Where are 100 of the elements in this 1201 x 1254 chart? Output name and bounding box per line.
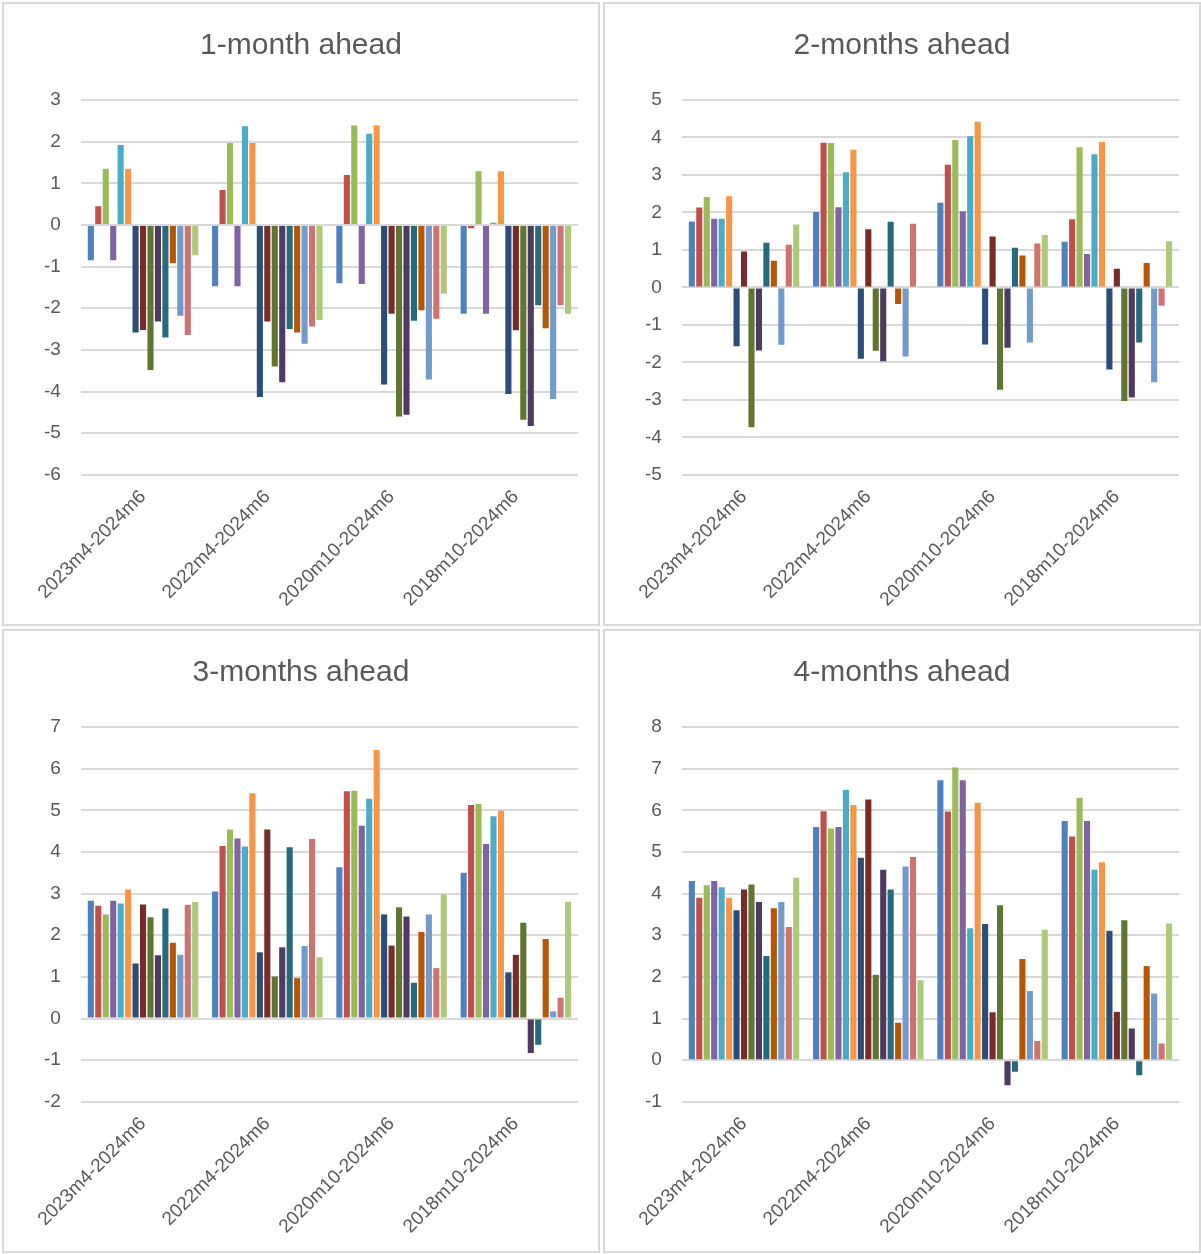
bar: [550, 1011, 557, 1018]
y-tick-label: -4: [644, 425, 663, 447]
bar: [1158, 288, 1165, 306]
bar: [505, 972, 512, 1018]
bar: [895, 288, 902, 304]
bar: [535, 225, 542, 306]
bar: [718, 218, 725, 287]
bar: [1121, 288, 1128, 401]
bar: [482, 225, 490, 314]
bar: [147, 917, 154, 1018]
y-tick-label: 2: [651, 965, 662, 987]
bar: [279, 225, 286, 383]
bar: [996, 905, 1004, 1060]
bar: [535, 1019, 542, 1045]
bar: [1151, 288, 1158, 383]
bar: [308, 839, 316, 1018]
bar: [351, 125, 358, 224]
bar: [850, 804, 857, 1060]
bar: [358, 825, 365, 1018]
bar: [1128, 288, 1135, 398]
y-tick-label: -4: [43, 379, 62, 401]
bar: [475, 171, 482, 224]
bar: [755, 288, 762, 351]
y-tick-label: 1: [50, 171, 61, 193]
bar: [1076, 147, 1083, 287]
bar: [996, 288, 1004, 390]
y-tick-label: 7: [50, 715, 61, 737]
bar: [1069, 219, 1076, 287]
bar: [219, 846, 226, 1018]
bar: [177, 954, 184, 1018]
y-tick-label: 4: [651, 881, 663, 903]
y-tick-label: -2: [644, 350, 662, 372]
bar: [388, 225, 395, 314]
y-tick-label: 0: [651, 275, 662, 297]
bar: [395, 225, 403, 417]
bar: [1041, 234, 1048, 287]
bar: [1136, 1061, 1143, 1076]
bar: [688, 881, 695, 1060]
bar: [512, 225, 519, 331]
bar: [87, 225, 94, 261]
bar: [778, 901, 785, 1060]
y-tick-label: -2: [43, 1090, 61, 1112]
bar: [1061, 821, 1068, 1060]
bar: [1004, 288, 1011, 348]
y-tick-label: 8: [651, 715, 662, 737]
y-tick-label: 0: [50, 1006, 61, 1028]
y-tick-label: 4: [50, 840, 62, 862]
bar: [403, 916, 410, 1018]
y-tick-label: 5: [651, 840, 662, 862]
bar: [102, 168, 109, 224]
bar: [944, 811, 951, 1060]
bar: [425, 914, 432, 1018]
bar: [110, 225, 117, 261]
bar: [286, 847, 293, 1018]
bar: [872, 288, 879, 351]
bar: [226, 142, 234, 224]
bar: [1041, 929, 1048, 1060]
bar: [336, 225, 343, 284]
bar: [820, 142, 827, 287]
bar: [1143, 966, 1150, 1060]
bar: [1034, 243, 1041, 287]
bar: [418, 931, 425, 1018]
bar: [226, 829, 234, 1018]
bar: [433, 225, 440, 319]
bar: [989, 236, 996, 287]
bar: [212, 891, 219, 1018]
bar: [264, 225, 271, 322]
bar: [192, 901, 199, 1018]
bar: [147, 225, 154, 370]
bar: [271, 976, 278, 1018]
bar: [497, 171, 505, 224]
y-tick-label: 0: [50, 213, 61, 235]
bar: [550, 225, 557, 400]
bar: [169, 225, 176, 264]
bar: [527, 225, 534, 427]
bar: [1098, 862, 1106, 1060]
y-tick-label: 7: [651, 756, 662, 778]
bar: [696, 897, 703, 1060]
bar: [271, 225, 278, 367]
bar: [785, 244, 792, 287]
bar: [748, 884, 755, 1060]
bar: [366, 133, 373, 224]
bar: [336, 867, 343, 1018]
bar: [169, 942, 176, 1018]
bar: [460, 872, 467, 1018]
bar: [763, 242, 770, 287]
bar: [177, 225, 184, 316]
bar: [967, 136, 974, 287]
bar: [770, 260, 777, 287]
bar: [902, 866, 909, 1060]
bar: [917, 980, 924, 1060]
y-tick-label: 4: [651, 125, 663, 147]
bar: [982, 288, 989, 345]
bar: [425, 225, 432, 380]
bar: [117, 144, 124, 224]
bar: [835, 207, 842, 287]
bar: [1113, 1011, 1120, 1060]
bar: [440, 225, 447, 294]
y-tick-label: 3: [50, 881, 61, 903]
bar: [842, 789, 849, 1060]
